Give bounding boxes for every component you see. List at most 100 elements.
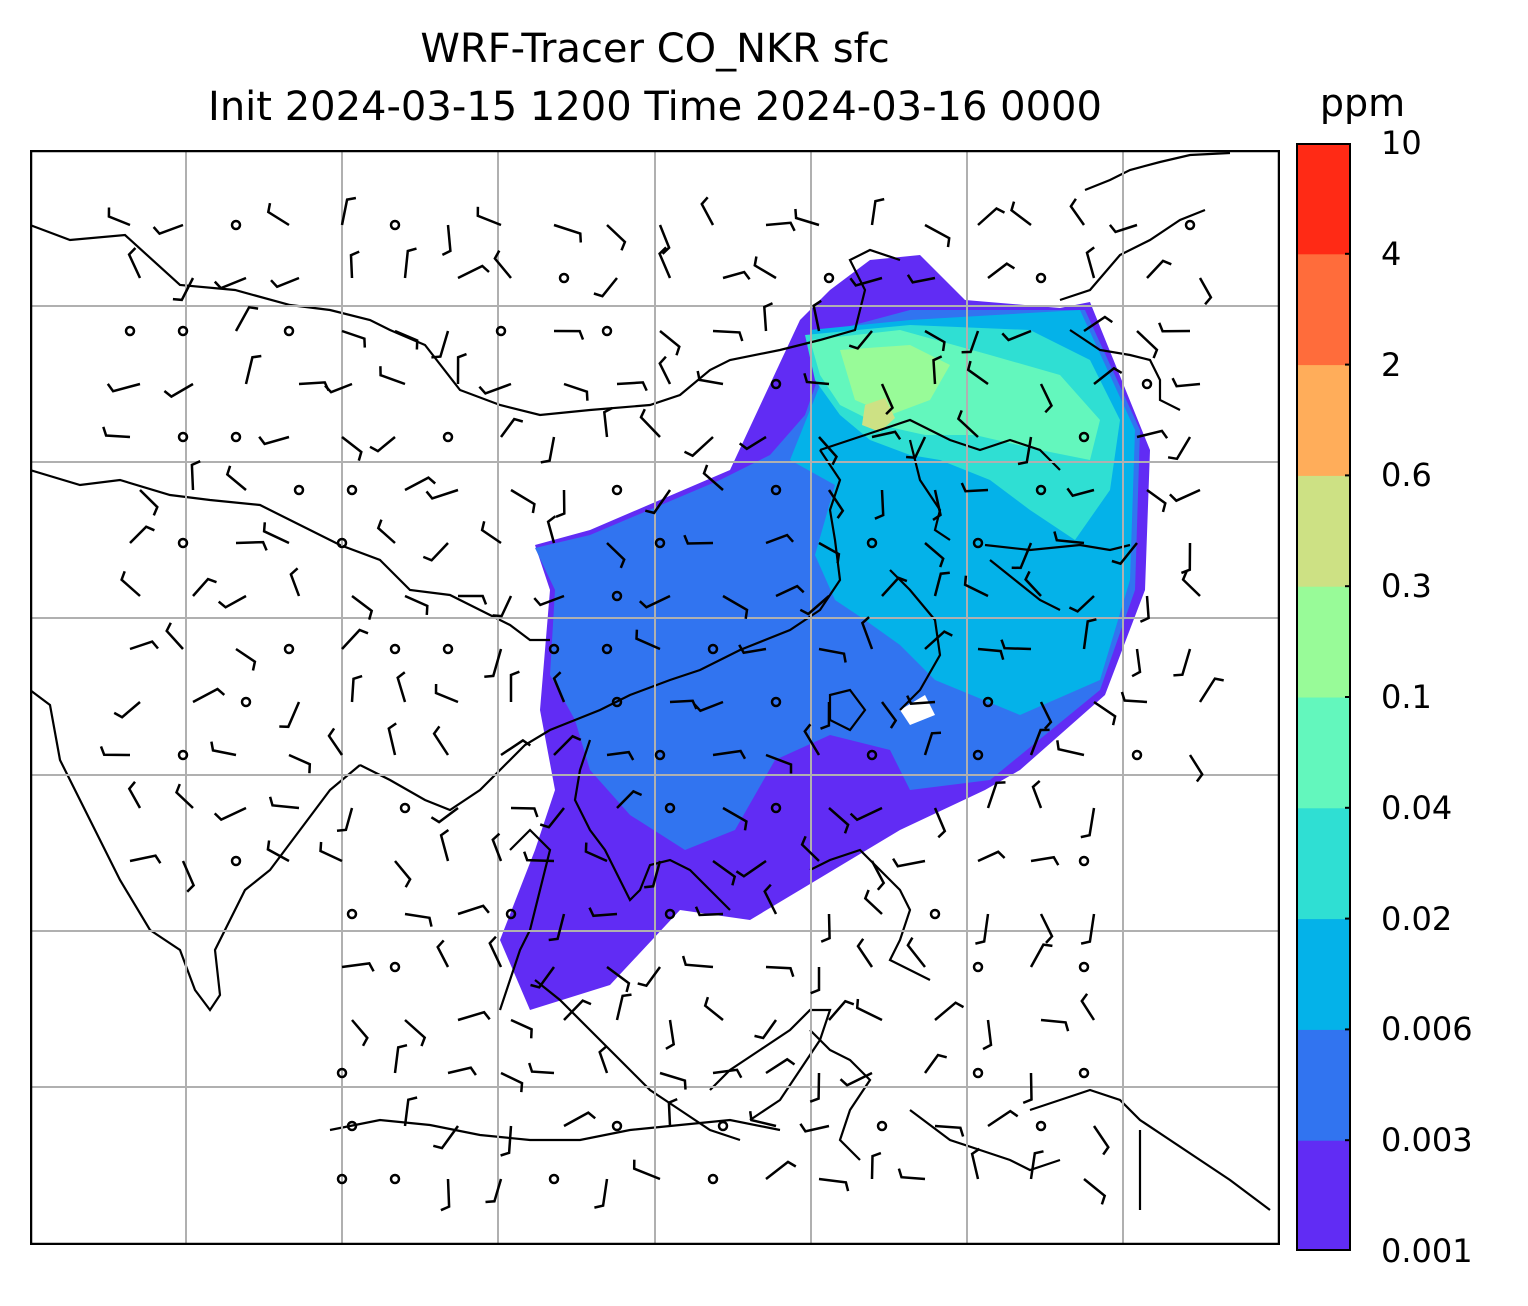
wind-barb (533, 594, 565, 607)
calm-wind-marker (654, 537, 666, 549)
wind-barb (606, 965, 631, 993)
calm-wind-marker (1078, 961, 1090, 973)
wind-barb (870, 860, 886, 891)
colorbar-tick-label: 0.6 (1381, 456, 1432, 495)
wind-barb (1031, 779, 1043, 809)
wind-barb (404, 594, 429, 615)
wind-barb (500, 738, 532, 757)
wind-barb (336, 807, 354, 833)
plume-level-6 (840, 345, 950, 415)
wind-barb (598, 1045, 609, 1074)
wind-barb (765, 1160, 797, 1180)
colorbar-band (1296, 1140, 1351, 1251)
wind-barb (340, 196, 357, 226)
wind-barb (192, 687, 226, 704)
wind-barb (799, 595, 830, 616)
calm-wind-marker (389, 643, 401, 655)
colorbar-tick-label: 10 (1381, 124, 1422, 162)
calm-wind-marker (770, 696, 782, 708)
calm-wind-marker (1078, 431, 1090, 443)
tracer-plume (500, 255, 1150, 1010)
calm-wind-marker (442, 643, 454, 655)
wind-barb (906, 436, 927, 460)
wind-barb (880, 701, 898, 729)
wind-barb (1080, 993, 1096, 1021)
wind-barb (244, 354, 262, 385)
wind-barb (404, 476, 437, 492)
wind-barb (394, 329, 419, 350)
wind-barb (616, 789, 643, 809)
wind-barb (270, 276, 300, 289)
wind-barb (828, 807, 850, 834)
wind-barb (803, 723, 821, 756)
wind-barb (712, 859, 737, 886)
wind-barb (1039, 383, 1053, 414)
wind-barb (644, 860, 662, 889)
wind-barb (127, 247, 142, 279)
wind-barb (977, 647, 1005, 661)
calm-wind-marker (611, 484, 623, 496)
wind-barb (129, 854, 162, 864)
wind-barb (933, 571, 950, 597)
wind-barb (849, 806, 883, 822)
wind-barb (897, 1168, 926, 1181)
wind-barb (379, 366, 406, 386)
wind-barb (172, 277, 195, 302)
wind-barb (546, 515, 557, 544)
wind-barb (934, 1001, 965, 1021)
wind-barb (1029, 728, 1050, 756)
wind-barb (762, 302, 774, 332)
calm-wind-marker (1035, 484, 1047, 496)
colorbar-band (1296, 475, 1351, 587)
calm-wind-marker (495, 325, 507, 337)
wind-barb (480, 521, 502, 545)
wind-barb (1030, 855, 1060, 866)
calm-wind-marker (346, 908, 358, 920)
wind-barb (1169, 488, 1201, 503)
colorbar-band (1296, 143, 1351, 255)
wind-barb (394, 860, 412, 888)
wind-barb (1093, 366, 1123, 385)
wind-barb (553, 329, 585, 341)
wind-barb (457, 1010, 491, 1022)
wind-barb (319, 841, 343, 863)
colorbar (1296, 143, 1351, 1251)
wind-barb (923, 731, 942, 756)
wind-barb (753, 256, 777, 280)
calm-wind-marker (707, 1173, 719, 1185)
wind-barb (440, 1178, 451, 1212)
wind-barb (1024, 570, 1042, 597)
wind-barb (818, 541, 841, 564)
calm-wind-marker (601, 325, 613, 337)
wind-barb (1173, 648, 1192, 677)
calm-wind-marker (230, 219, 242, 231)
calm-wind-marker (240, 696, 252, 708)
colorbar-band (1296, 1029, 1351, 1141)
wind-barb (924, 542, 945, 568)
wind-barb (341, 329, 367, 348)
colorbar-band (1296, 918, 1351, 1030)
wind-barb (488, 935, 503, 968)
calm-wind-marker (177, 325, 189, 337)
calm-wind-marker (707, 643, 719, 655)
wind-barb (763, 883, 778, 915)
wind-barb (848, 330, 873, 350)
wind-barb (350, 674, 363, 703)
wind-barb (765, 533, 795, 545)
calm-wind-marker (611, 590, 623, 602)
calm-wind-marker (177, 431, 189, 443)
wind-barb (765, 965, 795, 978)
wind-barb (635, 629, 661, 651)
wind-barb (659, 1071, 687, 1090)
wind-barb (738, 644, 767, 655)
wind-barb (268, 796, 300, 810)
wind-barb (175, 783, 194, 809)
wind-barb (127, 781, 142, 809)
calm-wind-marker (929, 908, 941, 920)
wind-barb (404, 1019, 427, 1047)
wind-barb (702, 464, 724, 491)
calm-wind-marker (177, 749, 189, 761)
wind-barb (924, 630, 953, 650)
calm-wind-marker (972, 961, 984, 973)
calm-wind-marker (972, 1067, 984, 1079)
